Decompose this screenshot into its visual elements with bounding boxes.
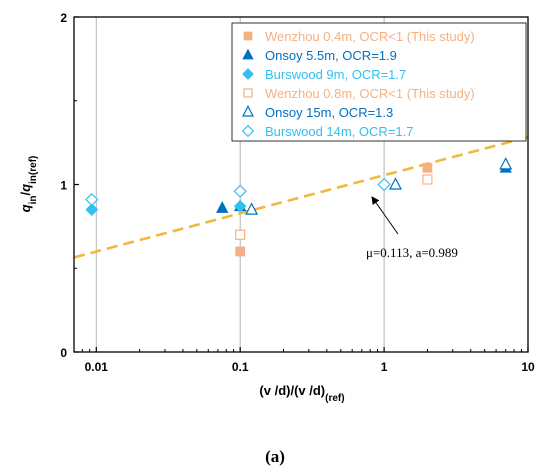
annotation-arrow [371,196,399,235]
data-point [85,203,99,216]
legend-label: Burswood 14m, OCR=1.7 [265,124,413,139]
data-point [235,246,246,257]
legend-marker [243,88,253,98]
x-tick-label: 10 [521,360,535,374]
legend-label: Wenzhou 0.4m, OCR<1 (This study) [265,29,475,44]
figure-caption: (a) [265,447,285,466]
x-tick-label: 0.01 [85,360,109,374]
legend-marker [242,48,254,60]
fit-line [74,135,528,259]
fit-line-group [74,135,528,259]
legend-marker [241,124,255,138]
legend-label: Burswood 9m, OCR=1.7 [265,67,406,82]
y-axis-title: qin/qin(ref) [18,156,39,213]
data-point [245,202,259,215]
x-tick-label: 1 [381,360,388,374]
data-point [499,157,513,170]
data-point [422,174,433,185]
legend-marker [243,31,253,41]
legend-label: Wenzhou 0.8m, OCR<1 (This study) [265,86,475,101]
data-point [233,184,247,198]
y-tick-label: 0 [60,346,67,360]
data-point [235,229,246,240]
legend: Wenzhou 0.4m, OCR<1 (This study) Onsoy 5.… [231,22,527,142]
legend-label: Onsoy 5.5m, OCR=1.9 [265,48,397,63]
data-point [377,177,391,192]
x-axis-title: (v /d)/(v /d)(ref) [259,383,344,404]
data-point [388,177,402,190]
axis-ticks: 0.01 0.1 1 10 0 1 2 [60,11,535,374]
legend-box [231,22,527,142]
y-tick-label: 1 [60,179,67,193]
legend-marker [242,105,254,117]
data-point [85,192,99,207]
data-points [85,157,513,257]
y-tick-label: 2 [60,11,67,25]
data-point [422,162,433,173]
data-point [216,201,229,213]
legend-marker [242,68,254,80]
x-tick-label: 0.1 [232,360,249,374]
legend-label: Onsoy 15m, OCR=1.3 [265,105,393,120]
data-point [233,199,247,213]
fit-annotation: μ=0.113, a=0.989 [366,245,458,260]
